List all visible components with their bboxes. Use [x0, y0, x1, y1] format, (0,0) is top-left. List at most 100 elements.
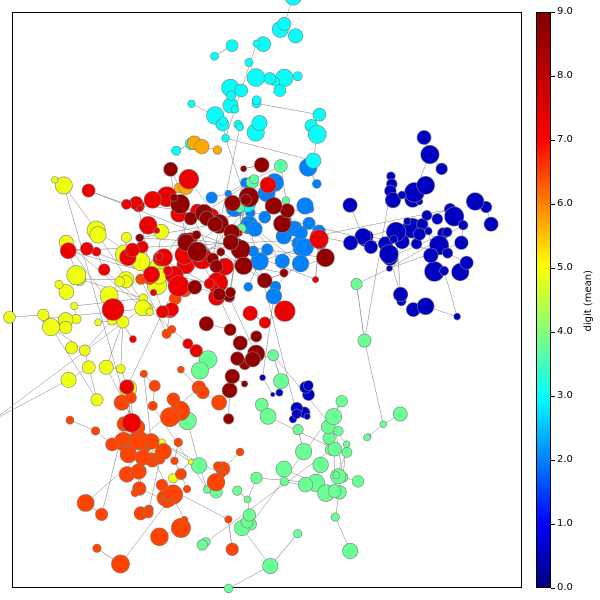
node	[91, 394, 103, 406]
node	[417, 298, 434, 315]
node	[151, 528, 169, 546]
node	[143, 266, 159, 282]
node	[225, 287, 235, 297]
node	[225, 516, 232, 523]
node	[276, 461, 292, 477]
node	[51, 177, 58, 184]
node	[271, 392, 275, 396]
node	[174, 438, 183, 447]
colorbar-ticklabel: 6.0	[557, 198, 573, 209]
node	[380, 421, 387, 428]
node	[93, 544, 102, 553]
node	[77, 494, 94, 511]
node	[404, 218, 411, 225]
node	[294, 226, 307, 239]
node	[82, 361, 95, 374]
node	[293, 529, 301, 537]
node	[235, 84, 248, 97]
node	[260, 177, 276, 193]
node	[265, 197, 282, 214]
node	[393, 407, 407, 421]
node	[66, 342, 78, 354]
node	[164, 162, 178, 176]
node	[425, 227, 433, 235]
node	[129, 336, 136, 343]
node	[293, 72, 302, 81]
node	[167, 393, 180, 406]
node	[243, 306, 258, 321]
node	[417, 130, 431, 144]
node	[71, 302, 78, 309]
node	[292, 409, 302, 419]
colorbar-tick	[551, 12, 555, 13]
node	[61, 372, 76, 387]
node	[292, 255, 309, 272]
node	[80, 242, 93, 255]
node	[183, 339, 193, 349]
node	[280, 269, 288, 277]
node	[358, 334, 371, 347]
node	[79, 345, 90, 356]
node	[170, 194, 178, 202]
node	[293, 424, 303, 434]
node	[390, 235, 398, 243]
node	[188, 459, 193, 464]
node	[183, 485, 190, 492]
colorbar-ticklabel: 3.0	[557, 390, 573, 401]
node	[263, 558, 278, 573]
node	[210, 260, 223, 273]
node	[195, 139, 209, 153]
node	[343, 543, 358, 558]
node	[219, 116, 228, 125]
node	[67, 266, 86, 285]
node	[422, 210, 432, 220]
node	[4, 311, 16, 323]
node	[143, 508, 153, 518]
node	[140, 370, 147, 377]
node	[298, 477, 312, 491]
node	[175, 469, 186, 480]
colorbar-tick	[551, 524, 555, 525]
node	[364, 240, 377, 253]
node	[243, 509, 255, 521]
node	[204, 279, 214, 289]
node	[102, 298, 124, 320]
node	[222, 383, 237, 398]
node	[285, 0, 302, 5]
node	[231, 105, 239, 113]
node	[116, 364, 125, 373]
colorbar-ticklabel: 1.0	[557, 518, 573, 529]
node	[276, 389, 283, 396]
node	[121, 232, 131, 242]
node	[144, 191, 161, 208]
node	[264, 73, 276, 85]
node	[160, 408, 179, 427]
colorbar-tick	[551, 396, 555, 397]
node	[66, 416, 74, 424]
network-graph	[0, 0, 600, 600]
node	[303, 380, 313, 390]
node	[121, 199, 131, 209]
node	[120, 380, 134, 394]
node	[226, 543, 239, 556]
node	[466, 193, 484, 211]
node	[98, 264, 110, 276]
node	[223, 414, 233, 424]
node	[316, 249, 334, 267]
node	[257, 273, 272, 288]
node	[137, 205, 144, 212]
node	[460, 256, 473, 269]
node	[251, 331, 262, 342]
node	[136, 234, 144, 242]
node	[167, 498, 175, 506]
node	[297, 198, 314, 215]
node	[343, 198, 357, 212]
colorbar-tick	[551, 460, 555, 461]
node	[188, 280, 202, 294]
node	[247, 69, 265, 87]
node	[196, 386, 209, 399]
node	[235, 257, 252, 274]
node	[115, 277, 125, 287]
node	[432, 214, 443, 225]
node	[59, 321, 72, 334]
